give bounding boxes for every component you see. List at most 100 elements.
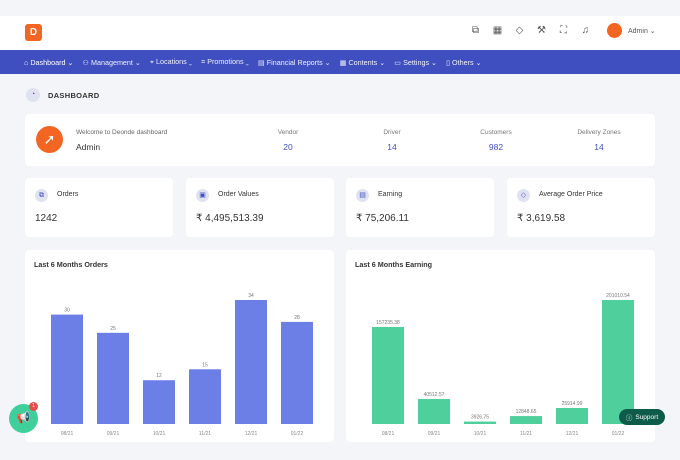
- nav-locations[interactable]: ⌖ Locations ⌄: [149, 57, 193, 66]
- x-tick-label: 10/21: [474, 431, 487, 437]
- admin-menu[interactable]: Admin ⌄: [607, 23, 656, 38]
- x-tick-label: 09/21: [107, 431, 120, 437]
- kpi-value: ₹ 4,495,513.39: [196, 213, 264, 224]
- bar-data-label: 12: [156, 373, 162, 379]
- welcome-avatar-icon: ➚: [36, 126, 63, 153]
- x-tick-label: 09/21: [428, 431, 441, 437]
- bar: [372, 327, 404, 424]
- nav-others[interactable]: ▯ Others ⌄: [446, 57, 482, 67]
- tag-icon[interactable]: ◇: [515, 25, 524, 36]
- kpi-earning: ▤ Earning ₹ 75,206.11: [346, 178, 494, 237]
- x-tick-label: 01/22: [291, 431, 304, 437]
- nav-promotions[interactable]: ⌗ Promotions ⌄: [201, 57, 249, 66]
- nav-settings[interactable]: ▭ Settings ⌄: [394, 57, 438, 67]
- nav-dashboard[interactable]: ⌂ Dashboard ⌄: [24, 57, 74, 67]
- kpi-value: ₹ 3,619.58: [517, 213, 566, 224]
- welcome-card: ➚ Welcome to Deonde dashboard Admin Vend…: [25, 114, 655, 166]
- stat-value: 20: [283, 142, 293, 152]
- bar-data-label: 15: [202, 362, 208, 368]
- page-title-text: DASHBOARD: [48, 90, 100, 100]
- nav-management[interactable]: ⚇ Management ⌄: [82, 57, 141, 67]
- x-tick-label: 12/21: [566, 431, 579, 437]
- bar-data-label: 157235.38: [376, 320, 400, 326]
- copy-icon[interactable]: ⧉: [471, 25, 480, 36]
- support-button[interactable]: ⓘ Support: [619, 409, 665, 425]
- earning-chart-card: Last 6 Months Earning 157235.38 08/21 4051…: [346, 250, 655, 442]
- bar-data-label: 25914.99: [562, 401, 583, 407]
- bar: [602, 300, 634, 424]
- x-tick-label: 10/21: [153, 431, 166, 437]
- earning-icon: ▤: [356, 189, 369, 202]
- x-tick-label: 12/21: [245, 431, 258, 437]
- top-icons: ⧉ ▦ ◇ ⚒ ⛶ ♫: [470, 25, 591, 36]
- bar: [464, 421, 496, 424]
- kpi-order-values: ▣ Order Values ₹ 4,495,513.39: [186, 178, 334, 237]
- stat-value: 14: [387, 142, 397, 152]
- megaphone-icon: 📢: [16, 412, 31, 424]
- chart-title: Last 6 Months Orders: [34, 260, 108, 269]
- kpi-orders: ⧉ Orders 1242: [25, 178, 173, 237]
- bar-data-label: 34: [248, 293, 254, 299]
- bar: [51, 314, 83, 424]
- welcome-greeting: Welcome to Deonde dashboard: [76, 129, 168, 136]
- bar-data-label: 201010.54: [606, 293, 630, 299]
- page-title: ◔ DASHBOARD: [26, 88, 99, 102]
- admin-name: Admin ⌄: [628, 27, 656, 35]
- announcement-button[interactable]: 📢: [9, 404, 38, 433]
- store-icon[interactable]: ▦: [492, 25, 503, 36]
- wallet-icon: ▣: [196, 189, 209, 202]
- orders-icon: ⧉: [35, 189, 48, 202]
- nav-contents[interactable]: ▦ Contents ⌄: [339, 57, 386, 67]
- x-tick-label: 11/21: [199, 431, 211, 437]
- top-bar: D ⧉ ▦ ◇ ⚒ ⛶ ♫ Admin ⌄: [0, 16, 680, 50]
- bar: [556, 408, 588, 424]
- kpi-label: Orders: [57, 191, 79, 198]
- stat-vendor: Vendor 20: [248, 129, 328, 152]
- stat-label: Vendor: [277, 129, 299, 136]
- stat-label: Delivery Zones: [577, 129, 621, 136]
- x-tick-label: 08/21: [382, 431, 395, 437]
- bar-data-label: 3926.75: [471, 415, 489, 421]
- stat-driver: Driver 14: [352, 129, 432, 152]
- orders-bar-chart: 30 08/21 25 09/21 12 10/21 15 11/21 34 12/21 28 01/…: [51, 293, 313, 437]
- x-tick-label: 01/22: [612, 431, 625, 437]
- price-tag-icon: ◇: [517, 189, 530, 202]
- bar: [510, 416, 542, 424]
- x-tick-label: 08/21: [61, 431, 74, 437]
- help-icon: ⓘ: [625, 415, 633, 422]
- kpi-label: Order Values: [218, 191, 259, 198]
- app-logo[interactable]: D: [25, 24, 42, 41]
- x-tick-label: 11/21: [520, 431, 532, 437]
- orders-chart-card: Last 6 Months Orders 30 08/21 25 09/21 12 10/…: [25, 250, 334, 442]
- nav-financial-reports[interactable]: ▤ Financial Reports ⌄: [257, 57, 331, 67]
- dashboard-icon: ◔: [26, 88, 40, 102]
- kpi-label: Average Order Price: [539, 191, 603, 198]
- bar-data-label: 28: [294, 315, 300, 321]
- welcome-name: Admin: [76, 142, 101, 152]
- stat-label: Customers: [480, 129, 512, 136]
- stat-value: 982: [488, 142, 504, 152]
- avatar: [607, 23, 622, 38]
- stat-label: Driver: [383, 129, 401, 136]
- bar: [235, 300, 267, 424]
- earning-bar-chart: 157235.38 08/21 40512.57 09/21 3926.75 10/21 1…: [372, 293, 634, 437]
- stat-value: 14: [594, 142, 604, 152]
- stat-customers: Customers 982: [456, 129, 536, 152]
- bar: [418, 399, 450, 424]
- bar-data-label: 12848.65: [516, 409, 537, 415]
- wrench-icon[interactable]: ⚒: [537, 25, 546, 36]
- kpi-average-order-price: ◇ Average Order Price ₹ 3,619.58: [507, 178, 655, 237]
- kpi-label: Earning: [378, 191, 403, 198]
- chart-title: Last 6 Months Earning: [355, 260, 433, 269]
- bar-data-label: 25: [110, 326, 116, 332]
- fullscreen-icon[interactable]: ⛶: [560, 25, 567, 36]
- bar: [143, 380, 175, 424]
- bar: [281, 321, 313, 424]
- notification-badge: 1: [29, 402, 38, 411]
- bell-icon[interactable]: ♫: [581, 25, 590, 36]
- stat-delivery-zones: Delivery Zones 14: [559, 129, 639, 152]
- bar: [97, 332, 129, 424]
- kpi-value: ₹ 75,206.11: [356, 213, 409, 224]
- support-label: Support: [635, 413, 659, 421]
- main-nav: ⌂ Dashboard ⌄ ⚇ Management ⌄ ⌖ Locations…: [0, 50, 680, 74]
